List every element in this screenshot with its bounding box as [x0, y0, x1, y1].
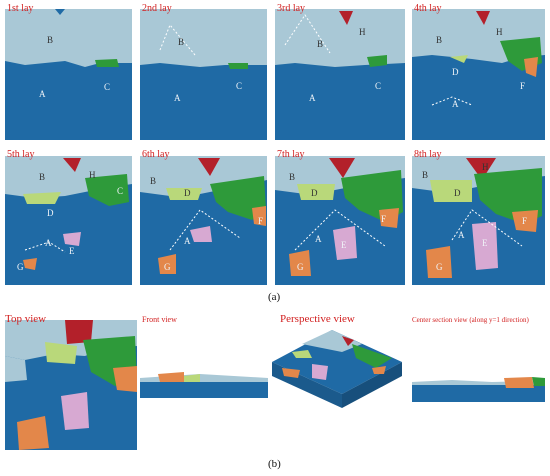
- svg-text:E: E: [69, 246, 75, 256]
- svg-text:F: F: [258, 216, 263, 226]
- svg-text:D: D: [454, 188, 461, 198]
- layer-1-map: B A C: [5, 9, 132, 140]
- svg-text:A: A: [39, 89, 46, 99]
- layer-panel-7: B D A E F G: [275, 150, 405, 285]
- svg-text:E: E: [482, 238, 488, 248]
- svg-text:D: D: [311, 188, 318, 198]
- layer-label-7: 7th lay: [277, 149, 305, 160]
- svg-text:A: A: [315, 234, 322, 244]
- layer-label-5: 5th lay: [7, 149, 35, 160]
- layer-2-map: B A C: [140, 9, 267, 140]
- caption-b: (b): [268, 458, 281, 470]
- layer-label-2: 2nd lay: [142, 3, 172, 14]
- layer-label-3: 3rd lay: [277, 3, 306, 14]
- svg-text:F: F: [520, 81, 525, 91]
- layer-panel-1: B A C: [5, 5, 132, 140]
- top-view: [5, 320, 137, 450]
- svg-text:F: F: [522, 216, 527, 226]
- svg-text:D: D: [47, 208, 54, 218]
- layer-label-6: 6th lay: [142, 149, 170, 160]
- layer-5-map: B H D A E C G: [5, 156, 132, 285]
- svg-text:B: B: [317, 39, 323, 49]
- svg-text:D: D: [452, 67, 459, 77]
- view-label-perspective: Perspective view: [280, 313, 355, 325]
- svg-text:A: A: [452, 99, 459, 109]
- svg-text:B: B: [289, 172, 295, 182]
- layer-label-4: 4th lay: [414, 3, 442, 14]
- layer-panel-6: B D A F G: [140, 150, 267, 285]
- svg-text:G: G: [436, 262, 443, 272]
- layer-panel-5: B H D A E C G: [5, 150, 132, 285]
- svg-text:B: B: [178, 37, 184, 47]
- svg-text:F: F: [381, 214, 386, 224]
- svg-text:E: E: [341, 240, 347, 250]
- front-view: [140, 368, 268, 398]
- svg-text:B: B: [422, 170, 428, 180]
- svg-text:H: H: [89, 170, 96, 180]
- svg-text:C: C: [117, 186, 123, 196]
- layer-4-map: B H D A F: [412, 9, 545, 140]
- caption-a: (a): [268, 291, 281, 303]
- svg-text:A: A: [309, 93, 316, 103]
- layer-8-map: B D A E F G H: [412, 156, 545, 285]
- svg-text:H: H: [496, 27, 503, 37]
- svg-text:B: B: [39, 172, 45, 182]
- svg-text:C: C: [236, 81, 242, 91]
- center-section-view: [412, 372, 545, 402]
- center-section-view-map: [412, 377, 545, 402]
- layer-7-map: B D A E F G: [275, 156, 405, 285]
- perspective-view: [272, 328, 402, 428]
- layer-label-8: 8th lay: [414, 149, 442, 160]
- svg-text:G: G: [164, 262, 171, 272]
- svg-text:G: G: [297, 262, 304, 272]
- layer-panel-4: B H D A F: [412, 5, 545, 140]
- svg-text:A: A: [45, 238, 52, 248]
- svg-text:A: A: [174, 93, 181, 103]
- layer-panel-3: B H A C: [275, 5, 405, 140]
- view-label-center-section: Center section view (along y=1 direction…: [412, 316, 529, 324]
- svg-text:C: C: [104, 82, 110, 92]
- layer-label-1: 1st lay: [7, 3, 34, 14]
- layer-panel-2: B A C: [140, 5, 267, 140]
- front-view-map: [140, 372, 268, 398]
- svg-text:H: H: [359, 27, 366, 37]
- layer-panel-8: B D A E F G H: [412, 150, 545, 285]
- view-label-front: Front view: [142, 315, 177, 324]
- svg-text:G: G: [17, 262, 24, 272]
- perspective-view-map: [272, 330, 402, 408]
- svg-text:B: B: [150, 176, 156, 186]
- svg-text:B: B: [47, 35, 53, 45]
- layer-6-map: B D A F G: [140, 156, 267, 285]
- view-label-top: Top view: [5, 313, 47, 325]
- svg-text:C: C: [375, 81, 381, 91]
- top-view-map: [5, 320, 137, 450]
- svg-text:B: B: [436, 35, 442, 45]
- svg-text:A: A: [184, 236, 191, 246]
- svg-text:A: A: [458, 230, 465, 240]
- svg-text:D: D: [184, 188, 191, 198]
- layer-3-map: B H A C: [275, 9, 405, 140]
- svg-text:H: H: [482, 162, 489, 172]
